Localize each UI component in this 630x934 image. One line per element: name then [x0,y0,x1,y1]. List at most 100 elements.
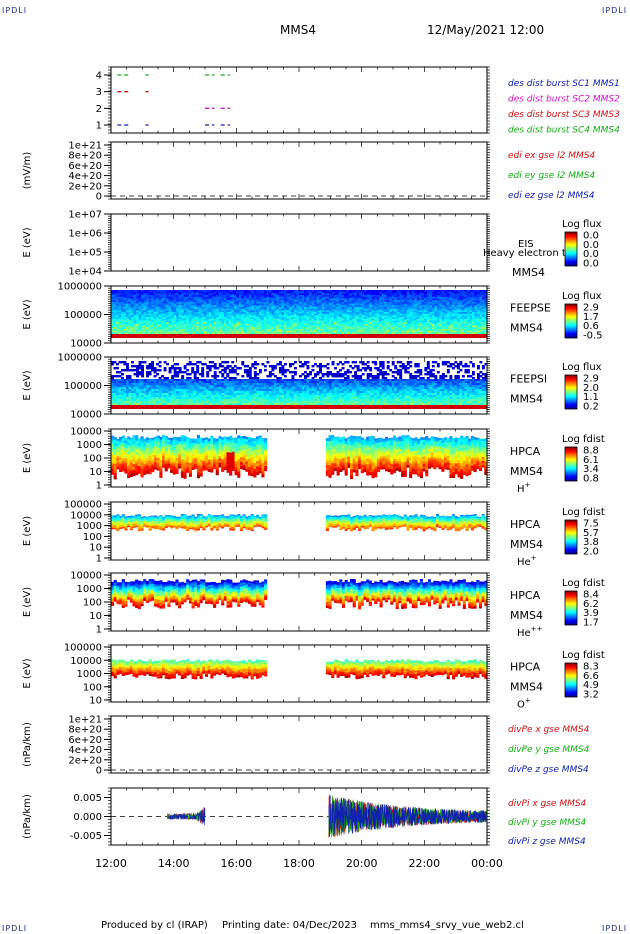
y-tick-label: 1000 [77,521,102,532]
corner-label-bl: IPDLI [2,924,28,933]
colorbar-tick-label: 2.9 [583,374,599,385]
y-tick-label: 2 [96,104,102,115]
colorbar-tick-label: 8.4 [583,590,599,601]
colorbar-hpca_h [564,446,578,482]
colorbar-tick-label: 0.0 [583,249,599,260]
colorbar-tick-label: 6.1 [583,455,599,466]
colorbar-tick-label: 3.9 [583,608,599,619]
colorbar-tick-label: 1.1 [583,392,599,403]
instrument-label-eis: EIS [518,239,534,250]
legend-entry-divpi: divPi y gse MMS4 [508,818,587,828]
y-tick-label: 100 [83,454,102,465]
colorbar-title-hpca_hepp: Log fdist [562,578,605,589]
legend-entry-burst: des dist burst SC3 MMS3 [508,110,620,120]
y-tick-label: 8e+20 [68,725,102,736]
colorbar-tick-label: 2.9 [583,303,599,314]
x-tick-label: 20:00 [346,857,378,870]
y-tick-label: 1e+06 [68,229,102,240]
colorbar-title-feepsi: Log flux [562,362,602,373]
y-axis-label: E (eV) [22,516,33,546]
instrument-label-hpca_hepp: HPCA [510,589,541,602]
y-tick-label: 2e+20 [68,181,102,192]
y-tick-label: 100 [83,598,102,609]
colorbar-hpca_o [564,662,578,698]
spectrogram-hpca_he [111,514,488,532]
species-label-hpca_hepp: He++ [517,625,543,639]
legend-entry-edi: edi ex gse l2 MMS4 [508,151,595,161]
instrument-label-feepsi: FEEPSI [510,373,547,386]
instrument-label-hpca_o: HPCA [510,661,541,674]
y-tick-label: 1e+07 [68,210,102,221]
y-tick-label: 1000 [77,584,102,595]
y-tick-label: 1000000 [57,282,102,293]
colorbar-tick-label: 7.5 [583,519,599,530]
y-tick-label: 100000 [64,643,102,654]
spectrogram-hpca_hepp [111,579,488,610]
spacecraft-label-hpca_h: MMS4 [510,465,543,478]
corner-label-tl: IPDLI [2,6,28,15]
y-tick-label: 100000 [64,310,102,321]
colorbar-tick-label: 2.0 [583,383,599,394]
colorbar-tick-label: 1.7 [583,312,599,323]
y-tick-label: 1 [96,554,102,565]
panel-frame-hpca_he [110,501,488,561]
colorbar-tick-label: 4.9 [583,680,599,691]
y-axis-label: (nPa/km) [22,722,33,767]
colorbar-tick-label: 0.8 [583,474,599,485]
y-tick-label: 4 [96,71,102,82]
y-tick-label: 0.000 [73,812,102,823]
spectrogram-feepsi [111,361,488,409]
colorbar-feepse [564,303,578,339]
y-tick-label: 100000 [64,500,102,511]
colorbar-tick-label: 3.4 [583,464,599,475]
x-tick-label: 18:00 [283,857,315,870]
x-tick-label: 22:00 [408,857,440,870]
colorbar-tick-label: 6.2 [583,599,599,610]
colorbar-tick-label: 5.7 [583,528,599,539]
y-tick-label: 10 [89,611,102,622]
colorbar-tick-label: 0.0 [583,231,599,242]
y-tick-label: 100 [83,532,102,543]
y-axis-label: E (eV) [22,443,33,473]
panel-frame-eis [110,213,488,272]
y-tick-label: 1e+04 [68,267,102,278]
corner-label-br: IPDLI [602,924,628,933]
spectrogram-feepse [111,290,488,338]
colorbar-tick-label: 8.8 [583,446,599,457]
y-tick-label: 10 [89,696,102,707]
y-axis-label: E (eV) [22,370,33,400]
y-tick-label: 1000000 [57,353,102,364]
y-axis-label: E (eV) [22,299,33,329]
colorbar-title-hpca_he: Log fdist [562,507,605,518]
colorbar-tick-label: 8.3 [583,662,599,673]
x-tick-label: 14:00 [158,857,190,870]
colorbar-tick-label: 0.0 [583,259,599,270]
colorbar-title-eis: Log flux [562,219,602,230]
spectrogram-hpca_o [111,659,488,680]
colorbar-title-hpca_h: Log fdist [562,434,605,445]
y-tick-label: 10000 [70,510,102,521]
x-tick-label: 00:00 [471,857,503,870]
low-energy-band [111,405,487,409]
y-tick-label: 1 [96,121,102,132]
plot-title: MMS4 [280,23,316,37]
y-tick-label: 10 [89,467,102,478]
spacecraft-label-eis: MMS4 [512,266,545,279]
y-tick-label: 6e+20 [68,161,102,172]
y-tick-label: 1 [96,481,102,492]
y-tick-label: 1e+05 [68,248,102,259]
y-tick-label: 0 [96,766,102,777]
legend-entry-divpe: divPe y gse MMS4 [508,745,590,755]
legend-entry-burst: des dist burst SC1 MMS1 [508,79,620,89]
panel-frame-divpe [110,715,488,774]
colorbar-hpca_he [564,519,578,555]
species-label-hpca_he: He+ [517,554,537,568]
legend-entry-edi: edi ey gse l2 MMS4 [508,171,595,181]
y-axis-label: (nPa/km) [22,794,33,839]
divpi-trace-late [328,795,488,838]
footer-printing-date: Printing date: 04/Dec/2023 [222,920,358,931]
y-axis-label: E (eV) [22,658,33,688]
legend-entry-burst: des dist burst SC2 MMS2 [508,95,620,105]
y-tick-label: 8e+20 [68,151,102,162]
